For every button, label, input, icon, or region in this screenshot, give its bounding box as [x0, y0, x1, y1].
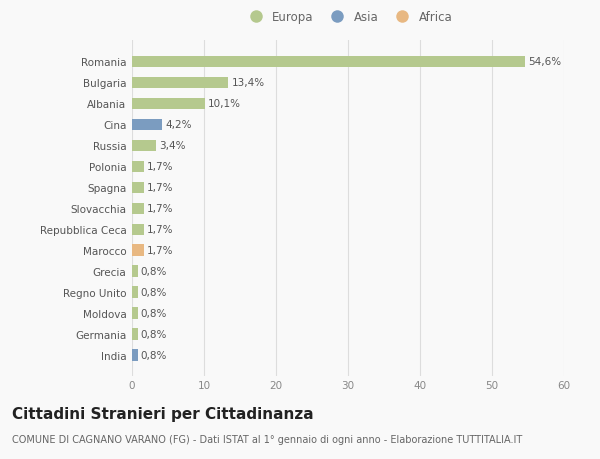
Bar	[132, 350, 138, 361]
Bar	[132, 98, 205, 110]
Bar	[132, 245, 144, 257]
Bar	[132, 266, 138, 277]
Text: 1,7%: 1,7%	[147, 204, 173, 214]
Text: 4,2%: 4,2%	[165, 120, 191, 130]
Text: 0,8%: 0,8%	[140, 288, 167, 297]
Bar	[132, 308, 138, 319]
Bar	[132, 78, 229, 89]
Text: 0,8%: 0,8%	[140, 308, 167, 319]
Bar	[132, 119, 162, 131]
Text: 13,4%: 13,4%	[232, 78, 265, 88]
Text: 1,7%: 1,7%	[147, 225, 173, 235]
Bar	[132, 140, 157, 152]
Legend: Europa, Asia, Africa: Europa, Asia, Africa	[239, 6, 457, 29]
Text: 3,4%: 3,4%	[160, 141, 186, 151]
Text: 0,8%: 0,8%	[140, 350, 167, 360]
Text: Cittadini Stranieri per Cittadinanza: Cittadini Stranieri per Cittadinanza	[12, 406, 314, 421]
Text: COMUNE DI CAGNANO VARANO (FG) - Dati ISTAT al 1° gennaio di ogni anno - Elaboraz: COMUNE DI CAGNANO VARANO (FG) - Dati IST…	[12, 434, 522, 444]
Bar	[132, 203, 144, 215]
Text: 54,6%: 54,6%	[528, 57, 561, 67]
Text: 0,8%: 0,8%	[140, 267, 167, 277]
Text: 1,7%: 1,7%	[147, 246, 173, 256]
Bar	[132, 287, 138, 298]
Bar	[132, 182, 144, 194]
Text: 1,7%: 1,7%	[147, 162, 173, 172]
Bar	[132, 329, 138, 340]
Bar	[132, 56, 525, 68]
Bar	[132, 224, 144, 235]
Text: 1,7%: 1,7%	[147, 183, 173, 193]
Text: 0,8%: 0,8%	[140, 330, 167, 340]
Text: 10,1%: 10,1%	[208, 99, 241, 109]
Bar	[132, 161, 144, 173]
